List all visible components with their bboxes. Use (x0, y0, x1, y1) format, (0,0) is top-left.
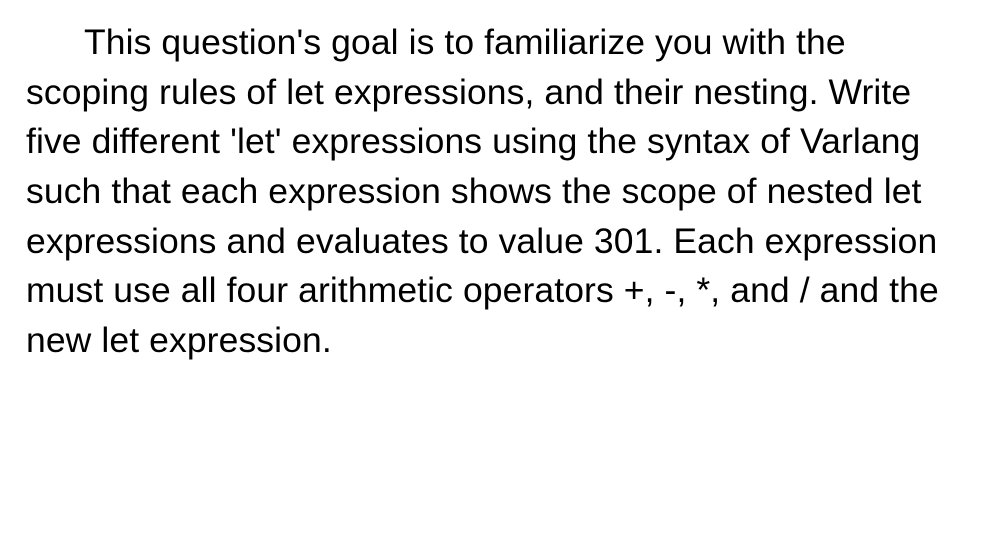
paragraph-text: This question's goal is to familiarize y… (26, 22, 939, 360)
question-paragraph: This question's goal is to familiarize y… (0, 0, 984, 366)
